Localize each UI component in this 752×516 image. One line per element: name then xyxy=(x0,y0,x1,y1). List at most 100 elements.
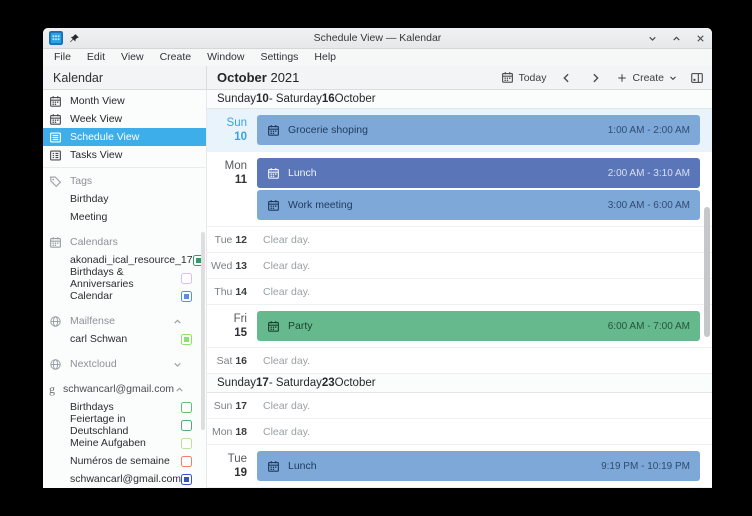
calendar-item-numeros-de-semaine[interactable]: Numéros de semaine xyxy=(43,452,206,470)
sidebar-item-label: Schedule View xyxy=(70,131,140,143)
calendar-label: schwancarl@gmail.com xyxy=(70,473,182,485)
day-number: 15 xyxy=(234,327,247,339)
calendar-label: Birthdays xyxy=(70,401,114,413)
sidebar-scrollbar[interactable] xyxy=(201,232,205,430)
day-label: Thu 14 xyxy=(207,286,253,298)
day-row-sat-16[interactable]: Sat 16 Clear day. xyxy=(207,348,712,374)
pin-icon[interactable] xyxy=(69,33,80,44)
week-header-day: 23 xyxy=(321,377,335,389)
event-lunch[interactable]: Lunch 2:00 AM - 3:10 AM xyxy=(257,158,700,188)
calendar-item-carl-schwan[interactable]: carl Schwan xyxy=(43,330,206,348)
event-grocerie-shoping[interactable]: Grocerie shoping 1:00 AM - 2:00 AM xyxy=(257,115,700,145)
calendar-item-birthdays[interactable]: Birthdays xyxy=(43,398,206,416)
month-label: October xyxy=(217,70,267,85)
event-title: Lunch xyxy=(288,460,317,472)
titlebar[interactable]: Schedule View — Kalendar xyxy=(43,28,712,49)
calendar-checkbox[interactable] xyxy=(181,333,192,345)
chevron-down-icon[interactable] xyxy=(171,359,184,370)
calendars-section-header[interactable]: Calendars xyxy=(43,233,206,251)
event-lunch-2[interactable]: Lunch 9:19 PM - 10:19 PM xyxy=(257,451,700,481)
minimize-button[interactable] xyxy=(646,32,658,44)
account-header-gmail[interactable]: g schwancarl@gmail.com xyxy=(43,380,206,398)
calendar-item-calendar[interactable]: Calendar xyxy=(43,287,206,305)
week-header: Sunday 17 - Saturday 23 October xyxy=(207,374,712,393)
day-label: Wed 13 xyxy=(207,260,253,272)
calendar-item-feiertage[interactable]: Feiertage in Deutschland xyxy=(43,413,206,437)
day-number: 11 xyxy=(234,174,247,186)
tag-item-birthday[interactable]: Birthday xyxy=(43,190,206,208)
create-label: Create xyxy=(632,71,664,84)
day-name: Sun xyxy=(226,117,247,129)
toolbar-main: October 2021 Today Create xyxy=(207,66,712,89)
sidebar-item-label: Month View xyxy=(70,95,125,107)
calendar-checkbox[interactable] xyxy=(181,455,192,467)
event-title: Grocerie shoping xyxy=(288,124,368,136)
account-header-mailfense[interactable]: Mailfense xyxy=(43,312,206,330)
account-label: Nextcloud xyxy=(70,358,117,370)
sidebar-item-tasks-view[interactable]: Tasks View xyxy=(43,146,206,164)
checkbox-fill xyxy=(184,459,189,464)
next-button[interactable] xyxy=(581,68,610,88)
menu-help[interactable]: Help xyxy=(314,51,337,63)
today-button[interactable]: Today xyxy=(495,68,552,88)
chevron-up-icon[interactable] xyxy=(174,384,185,395)
sidebar-item-month-view[interactable]: Month View xyxy=(43,92,206,110)
day-row-wed-13[interactable]: Wed 13 Clear day. xyxy=(207,253,712,279)
day-label: Mon 11 xyxy=(207,158,253,220)
calendar-item-schwancarl-gmail[interactable]: schwancarl@gmail.com xyxy=(43,470,206,488)
day-row-mon-18[interactable]: Mon 18 Clear day. xyxy=(207,419,712,445)
checkbox-fill xyxy=(184,336,189,342)
week-header: Sunday 10 - Saturday 16 October xyxy=(207,90,712,109)
close-button[interactable] xyxy=(694,32,706,44)
menu-edit[interactable]: Edit xyxy=(86,51,106,63)
event-title: Party xyxy=(288,320,313,332)
event-party[interactable]: Party 6:00 AM - 7:00 AM xyxy=(257,311,700,341)
sidebar-item-week-view[interactable]: Week View xyxy=(43,110,206,128)
day-number: 18 xyxy=(235,425,247,438)
maximize-button[interactable] xyxy=(670,32,682,44)
current-month-title: October 2021 xyxy=(217,70,299,85)
calendar-item-meine-aufgaben[interactable]: Meine Aufgaben xyxy=(43,434,206,452)
schedule-scrollbar[interactable] xyxy=(704,207,710,337)
event-work-meeting[interactable]: Work meeting 3:00 AM - 6:00 AM xyxy=(257,190,700,220)
day-row-tue-12[interactable]: Tue 12 Clear day. xyxy=(207,227,712,253)
calendar-label: Numéros de semaine xyxy=(70,455,170,467)
sidebar-item-label: Tasks View xyxy=(70,149,123,161)
menu-file[interactable]: File xyxy=(54,51,71,63)
calendar-checkbox[interactable] xyxy=(181,473,193,485)
calendar-checkbox[interactable] xyxy=(181,272,192,284)
menu-settings[interactable]: Settings xyxy=(260,51,299,63)
today-label: Today xyxy=(518,71,547,84)
account-label: Mailfense xyxy=(70,315,115,327)
kalendar-window: Schedule View — Kalendar File Edit View … xyxy=(43,28,712,488)
tag-item-meeting[interactable]: Meeting xyxy=(43,208,206,226)
menu-window[interactable]: Window xyxy=(207,51,245,63)
tags-section-header[interactable]: Tags xyxy=(43,172,206,190)
menu-view[interactable]: View xyxy=(121,51,144,63)
calendar-checkbox[interactable] xyxy=(181,290,192,302)
chevron-up-icon[interactable] xyxy=(171,316,184,327)
calendar-item-birthdays-anniversaries[interactable]: Birthdays & Anniversaries xyxy=(43,266,206,290)
calendar-checkbox[interactable] xyxy=(181,437,192,449)
account-header-nextcloud[interactable]: Nextcloud xyxy=(43,355,206,373)
section-label: Calendars xyxy=(70,236,118,248)
day-label: Fri 15 xyxy=(207,311,253,341)
previous-button[interactable] xyxy=(552,68,581,88)
toggle-panel-button[interactable] xyxy=(684,68,704,88)
events-list: Party 6:00 AM - 7:00 AM xyxy=(257,311,700,341)
event-title: Work meeting xyxy=(288,199,353,211)
sidebar-item-schedule-view[interactable]: Schedule View xyxy=(43,128,206,146)
day-row-fri-15: Fri 15 Party 6:00 AM - 7:00 AM xyxy=(207,305,712,348)
week-view-icon xyxy=(49,113,62,126)
day-row-sun-17[interactable]: Sun 17 Clear day. xyxy=(207,393,712,419)
day-row-thu-14[interactable]: Thu 14 Clear day. xyxy=(207,279,712,305)
menu-create[interactable]: Create xyxy=(159,51,192,63)
google-icon: g xyxy=(49,381,55,396)
app-icon xyxy=(49,31,63,45)
create-button[interactable]: Create xyxy=(610,68,684,88)
event-time: 9:19 PM - 10:19 PM xyxy=(601,460,690,472)
calendar-label: Feiertage in Deutschland xyxy=(70,413,129,437)
tag-label: Birthday xyxy=(70,193,109,205)
calendar-checkbox[interactable] xyxy=(181,419,192,431)
calendar-checkbox[interactable] xyxy=(181,401,192,413)
